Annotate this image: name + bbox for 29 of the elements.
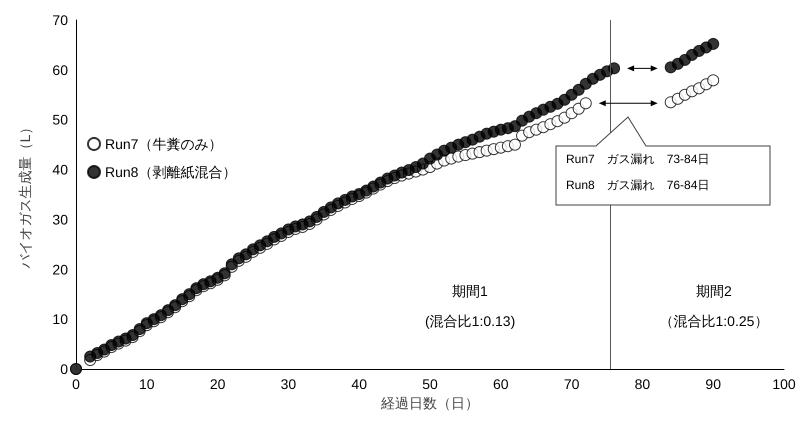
x-tick-label: 100	[772, 376, 796, 392]
x-tick-label: 80	[634, 376, 650, 392]
y-tick-label: 40	[52, 162, 68, 178]
y-tick-label: 60	[52, 62, 68, 78]
y-axis-title: バイオガス生成量（L）	[17, 120, 33, 270]
x-tick-label: 40	[351, 376, 368, 392]
x-axis-title: 経過日数（日）	[380, 394, 479, 411]
annotation: (混合比1:0.13)	[425, 313, 516, 331]
annotation: Run7 ガス漏れ 73-84日	[566, 151, 710, 168]
x-tick-label: 60	[493, 376, 509, 392]
annotation: 期間1	[452, 283, 488, 301]
y-tick-label: 10	[52, 311, 68, 328]
y-tick-label: 50	[52, 112, 68, 128]
x-tick-label: 20	[210, 376, 226, 392]
annotation: Run8 ガス漏れ 76-84日	[566, 177, 710, 194]
x-tick-label: 0	[72, 376, 80, 392]
x-tick-label: 10	[139, 376, 155, 392]
x-tick-label: 90	[705, 376, 722, 392]
legend-label: Run8（剥離紙混合）	[105, 164, 236, 180]
y-tick-label: 30	[52, 211, 68, 228]
x-tick-label: 50	[422, 376, 438, 392]
legend-label: Run7（牛糞のみ）	[105, 136, 222, 152]
y-tick-label: 70	[52, 12, 68, 28]
y-tick-label: 0	[60, 361, 68, 377]
x-tick-label: 30	[280, 376, 296, 392]
y-tick-label: 20	[52, 261, 68, 278]
annotation: （混合比1:0.25）	[660, 313, 768, 331]
annotation: 期間2	[696, 283, 732, 301]
x-tick-label: 70	[564, 376, 580, 392]
